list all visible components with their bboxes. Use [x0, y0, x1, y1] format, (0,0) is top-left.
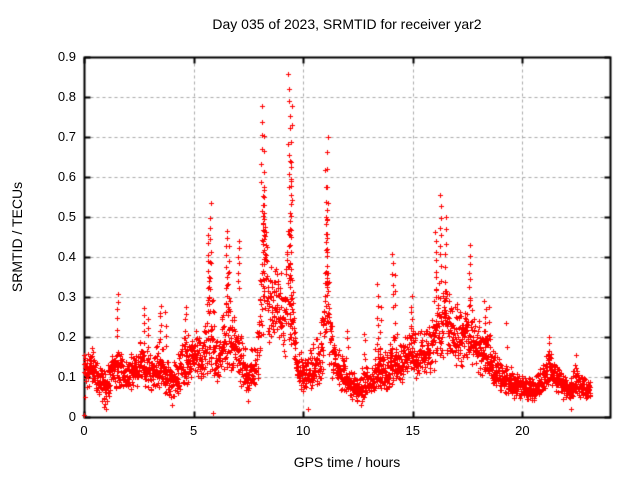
y-tick-label-0.1: 0.1: [57, 369, 76, 384]
y-tick-label-0.9: 0.9: [57, 49, 76, 64]
x-tick-label-10: 10: [295, 423, 311, 438]
chart-title: Day 035 of 2023, SRMTID for receiver yar…: [212, 16, 482, 32]
y-tick-label-0.3: 0.3: [57, 289, 76, 304]
y-tick-label-0.7: 0.7: [57, 129, 76, 144]
x-tick-label-15: 15: [405, 423, 420, 438]
y-tick-label-0.6: 0.6: [57, 169, 76, 184]
x-tick-label-0: 0: [80, 423, 88, 438]
y-axis-label: SRMTID / TECUs: [9, 181, 25, 293]
y-tick-label-0.2: 0.2: [57, 329, 76, 344]
x-axis-label: GPS time / hours: [293, 454, 401, 470]
x-tick-label-20: 20: [515, 423, 530, 438]
y-tick-label-0: 0: [68, 409, 76, 424]
y-tick-label-0.8: 0.8: [57, 89, 76, 104]
y-tick-label-0.5: 0.5: [57, 209, 76, 224]
y-tick-label-0.4: 0.4: [57, 249, 76, 264]
x-tick-label-5: 5: [189, 423, 198, 438]
